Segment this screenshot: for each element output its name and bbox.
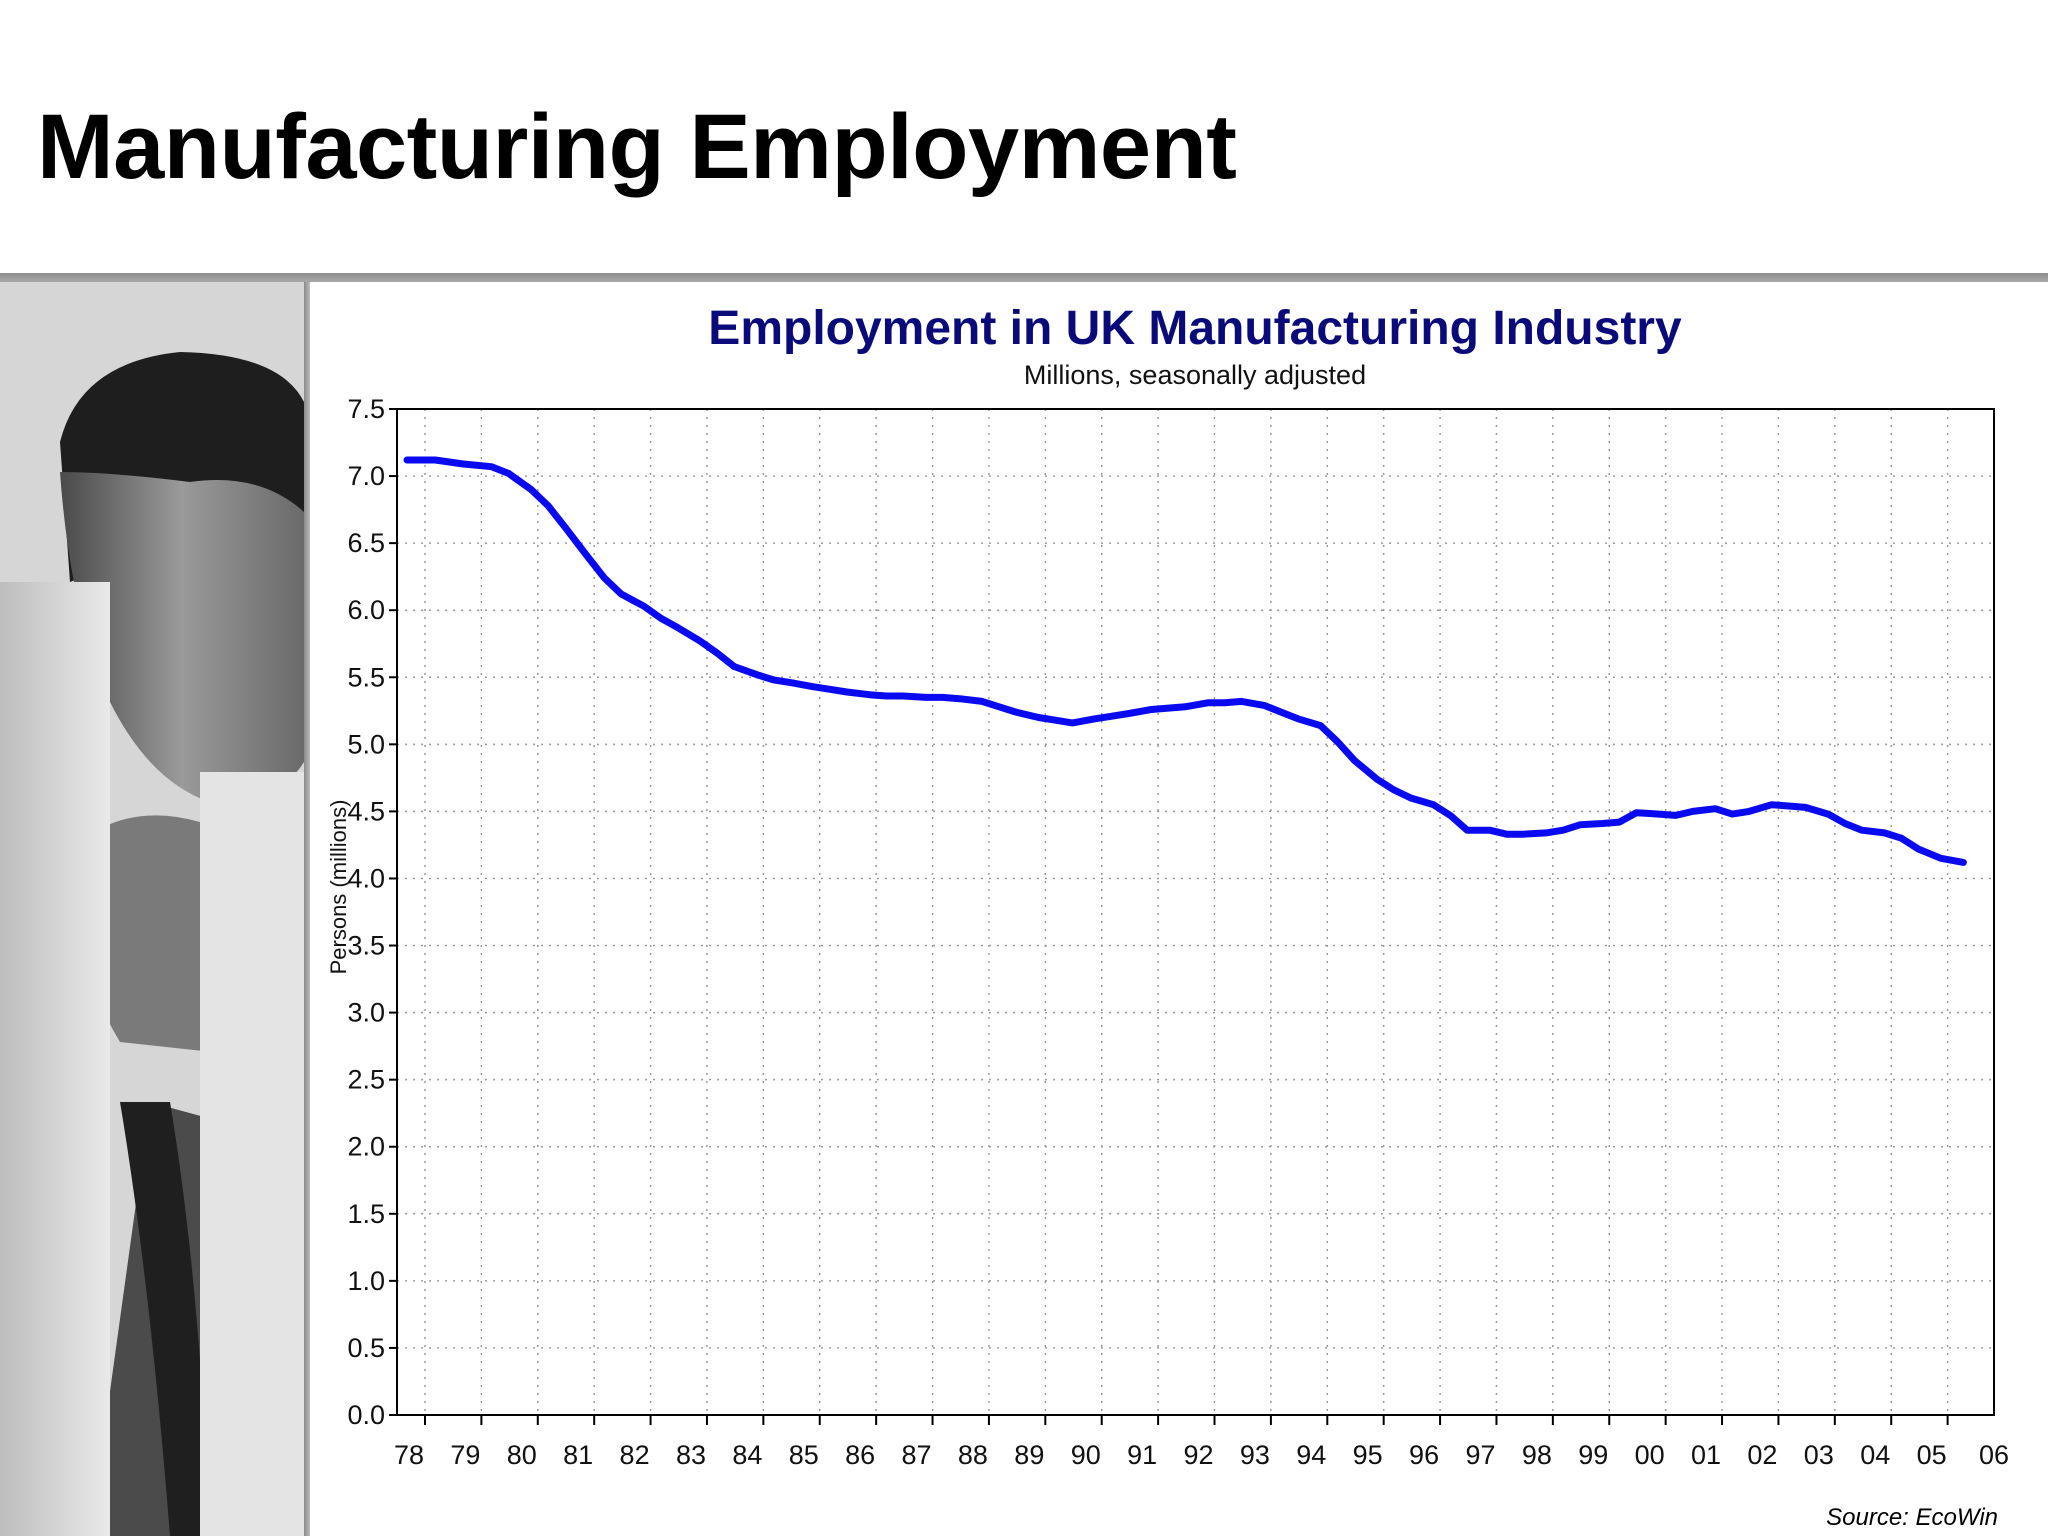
y-tick-label: 0.0 bbox=[347, 1400, 385, 1430]
chart-title: Employment in UK Manufacturing Industry bbox=[708, 302, 1682, 355]
x-tick-label: 79 bbox=[450, 1440, 480, 1470]
y-tick-label: 3.5 bbox=[347, 931, 385, 961]
x-tick-label: 88 bbox=[958, 1440, 988, 1470]
x-tick-label: 92 bbox=[1183, 1440, 1213, 1470]
grid-lines bbox=[397, 409, 1994, 1415]
x-tick-label: 84 bbox=[732, 1440, 762, 1470]
x-tick-label: 80 bbox=[507, 1440, 537, 1470]
x-tick-label: 99 bbox=[1578, 1440, 1608, 1470]
x-tick-label: 98 bbox=[1522, 1440, 1552, 1470]
x-tick-label: 94 bbox=[1296, 1440, 1326, 1470]
employment-line-chart: Employment in UK Manufacturing Industry … bbox=[326, 302, 2009, 1531]
axes: 0.0 0.5 1.0 1.5 2.0 2.5 3.0 3.5 4.0 4.5 5.0 5.5 6.0 6… bbox=[347, 394, 2009, 1470]
y-tick-label: 6.5 bbox=[347, 528, 385, 558]
plot-area-frame bbox=[396, 408, 1995, 1416]
x-tick-label: 04 bbox=[1860, 1440, 1890, 1470]
x-tick-label: 89 bbox=[1014, 1440, 1044, 1470]
y-tick-label: 5.0 bbox=[347, 729, 385, 759]
x-tick-label: 78 bbox=[394, 1440, 424, 1470]
x-tick-label: 06 bbox=[1979, 1440, 2009, 1470]
y-tick-label: 2.5 bbox=[347, 1065, 385, 1095]
x-tick-label: 91 bbox=[1127, 1440, 1157, 1470]
y-tick-label: 1.5 bbox=[347, 1199, 385, 1229]
y-tick-label: 1.0 bbox=[347, 1266, 385, 1296]
x-tick-label: 00 bbox=[1635, 1440, 1665, 1470]
x-tick-label: 05 bbox=[1917, 1440, 1947, 1470]
x-tick-label: 82 bbox=[620, 1440, 650, 1470]
x-tick-label: 90 bbox=[1071, 1440, 1101, 1470]
y-tick-label: 7.5 bbox=[347, 394, 385, 424]
x-tick-label: 93 bbox=[1240, 1440, 1270, 1470]
source-note: Source: EcoWin bbox=[1826, 1504, 1998, 1531]
y-tick-label: 2.0 bbox=[347, 1132, 385, 1162]
x-tick-label: 96 bbox=[1409, 1440, 1439, 1470]
series-line-employment bbox=[403, 456, 1967, 866]
x-tick-label: 03 bbox=[1804, 1440, 1834, 1470]
x-tick-label: 85 bbox=[789, 1440, 819, 1470]
x-tick-label: 97 bbox=[1465, 1440, 1495, 1470]
y-tick-label: 0.5 bbox=[347, 1333, 385, 1363]
title-divider bbox=[0, 273, 2048, 282]
x-tick-label: 01 bbox=[1691, 1440, 1721, 1470]
y-axis-label: Persons (millions) bbox=[326, 800, 351, 975]
y-tick-label: 7.0 bbox=[347, 461, 385, 491]
page-title: Manufacturing Employment bbox=[37, 96, 1237, 198]
man-thinking-photo bbox=[0, 282, 304, 1536]
y-tick-label: 4.0 bbox=[347, 863, 385, 893]
x-tick-label: 87 bbox=[902, 1440, 932, 1470]
x-tick-label: 81 bbox=[563, 1440, 593, 1470]
y-tick-label: 5.5 bbox=[347, 662, 385, 692]
x-tick-label: 02 bbox=[1747, 1440, 1777, 1470]
x-tick-label: 83 bbox=[676, 1440, 706, 1470]
photo-edge-divider bbox=[304, 282, 310, 1536]
photo-illustration bbox=[0, 282, 304, 1536]
y-tick-label: 6.0 bbox=[347, 595, 385, 625]
y-tick-label: 4.5 bbox=[347, 796, 385, 826]
x-tick-label: 86 bbox=[845, 1440, 875, 1470]
x-tick-label: 95 bbox=[1353, 1440, 1383, 1470]
chart-subtitle: Millions, seasonally adjusted bbox=[1024, 360, 1366, 390]
y-tick-label: 3.0 bbox=[347, 998, 385, 1028]
